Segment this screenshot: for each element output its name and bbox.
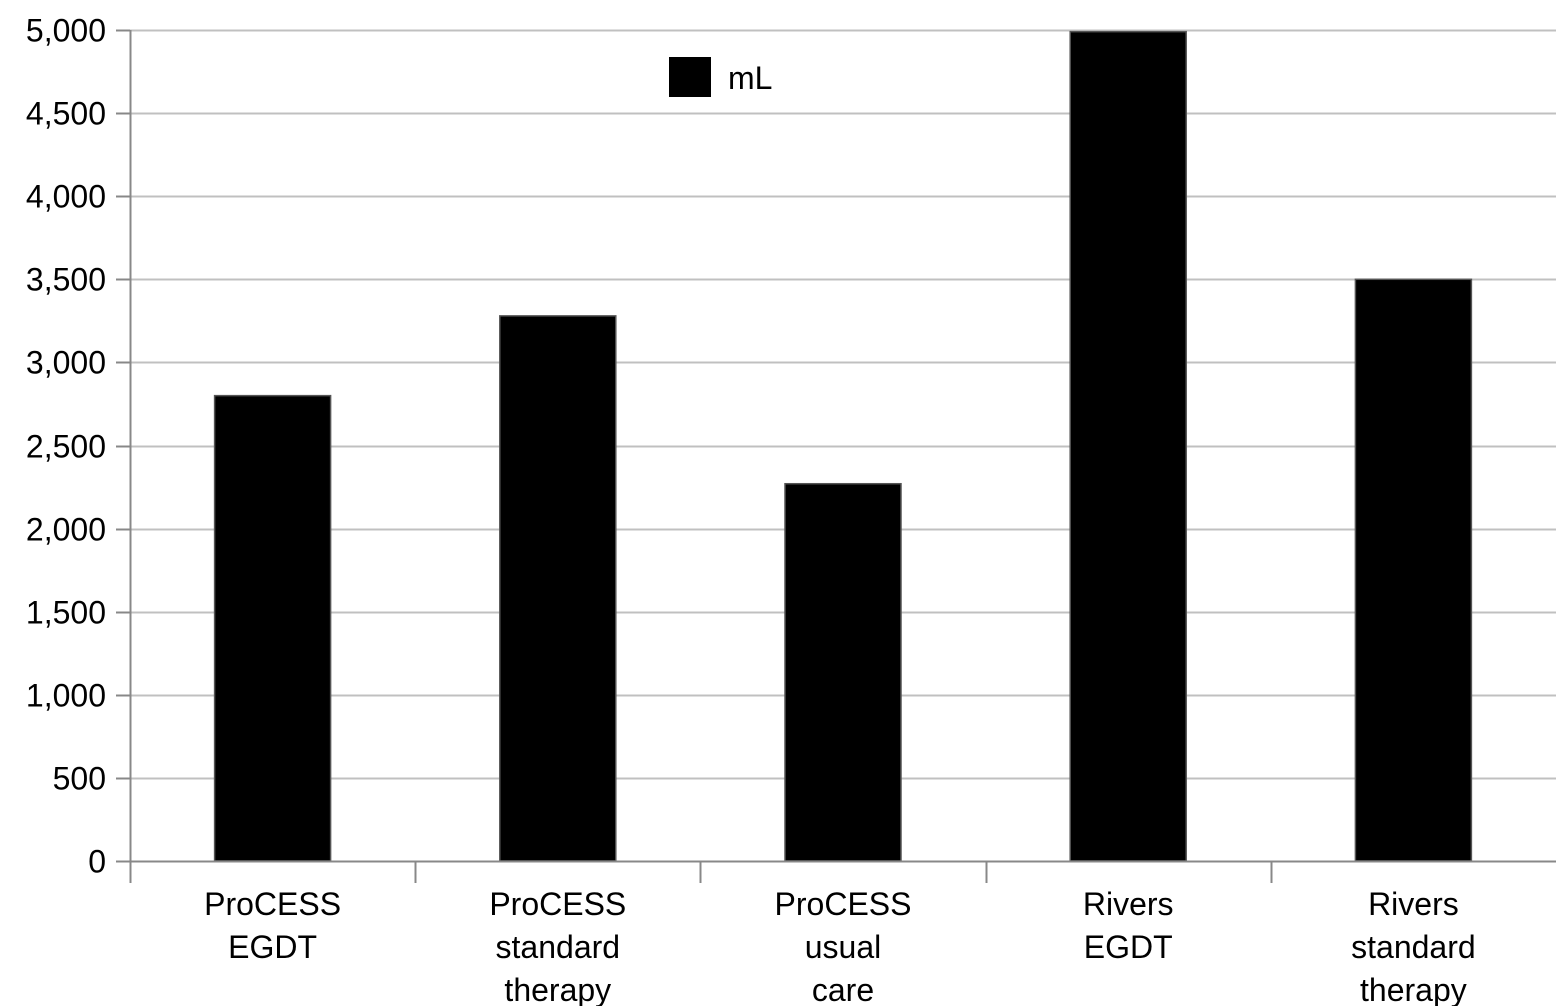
y-tick-label: 1,500 [26, 595, 106, 631]
legend-swatch [669, 57, 711, 97]
x-tick-label: Rivers standard therapy [1351, 886, 1476, 1006]
y-tick-label: 3,000 [26, 345, 106, 381]
legend-label: mL [728, 60, 772, 96]
x-tick-label: Rivers EGDT [1083, 886, 1174, 965]
legend: mL [669, 57, 772, 97]
y-tick-label: 3,500 [26, 262, 106, 298]
y-tick-label: 2,500 [26, 429, 106, 465]
x-tick-label: ProCESS EGDT [204, 886, 341, 965]
y-tick-label: 4,500 [26, 96, 106, 132]
bar [784, 482, 902, 862]
x-tick-label: ProCESS usual care [775, 886, 912, 1006]
x-tick-label: ProCESS standard therapy [489, 886, 626, 1006]
y-tick-label: 2,000 [26, 512, 106, 548]
bar [1069, 30, 1187, 862]
y-tick-label: 0 [88, 844, 106, 880]
gridlines [130, 29, 1556, 780]
y-axis-ticks: 0 500 1,000 1,500 2,000 2,500 3,000 3,500 4,000 4… [26, 13, 130, 880]
axes [129, 30, 1556, 883]
y-tick-label: 1,000 [26, 678, 106, 714]
y-tick-label: 4,000 [26, 179, 106, 215]
y-tick-label: 5,000 [26, 13, 106, 49]
y-tick-label: 500 [53, 761, 106, 797]
x-axis-ticks: ProCESS EGDT ProCESS standard therapy ProCESS… [204, 861, 1476, 1006]
bar [499, 315, 617, 862]
bar [213, 394, 332, 862]
bar [1354, 278, 1473, 862]
